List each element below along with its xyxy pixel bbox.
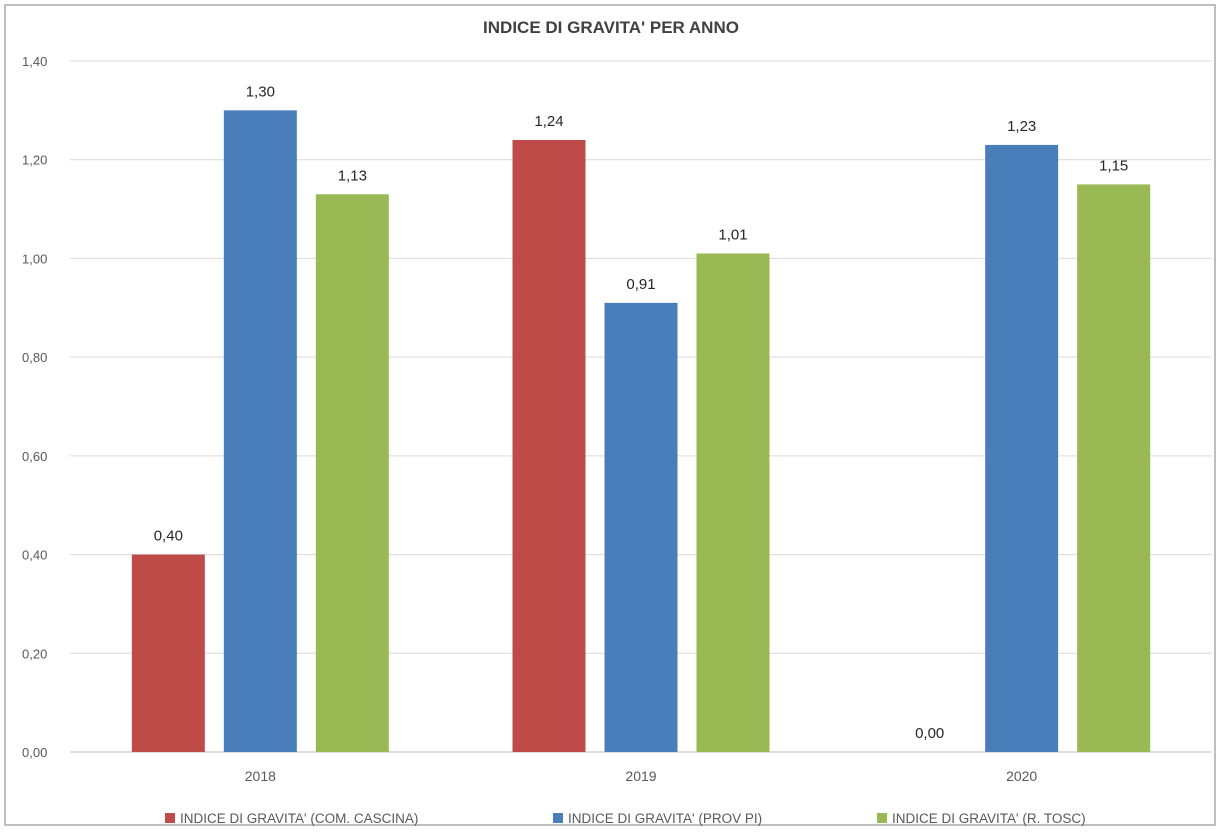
y-tick-label: 0,00 xyxy=(22,745,47,760)
bar xyxy=(604,302,678,752)
data-label: 1,23 xyxy=(1007,118,1036,135)
y-tick-label: 1,20 xyxy=(22,153,47,168)
legend-label: INDICE DI GRAVITA' (PROV PI) xyxy=(568,811,762,826)
data-label: 0,40 xyxy=(154,528,183,545)
y-axis-ticks: 0,00 0,20 0,40 0,60 0,80 1,00 1,20 1,40 xyxy=(22,54,47,760)
data-label: 0,00 xyxy=(915,725,944,742)
x-tick-label: 2019 xyxy=(625,768,656,784)
bars xyxy=(131,110,1151,753)
data-label: 1,13 xyxy=(338,167,367,184)
bar xyxy=(223,110,297,753)
bar xyxy=(1077,184,1151,753)
y-tick-label: 0,40 xyxy=(22,548,47,563)
data-labels: 0,40 1,30 1,13 1,24 0,91 1,01 0,00 1,23 1,15 xyxy=(154,83,1129,742)
legend-label: INDICE DI GRAVITA' (R. TOSC) xyxy=(892,811,1086,826)
bar xyxy=(985,144,1059,752)
x-axis-ticks: 2018 2019 2020 xyxy=(245,768,1038,784)
legend-swatch xyxy=(553,813,563,823)
bar xyxy=(512,139,586,752)
legend-swatch xyxy=(165,813,175,823)
legend-swatch xyxy=(877,813,887,823)
y-tick-label: 0,60 xyxy=(22,449,47,464)
legend: INDICE DI GRAVITA' (COM. CASCINA) INDICE … xyxy=(165,811,1086,826)
bar xyxy=(131,554,205,752)
bar xyxy=(315,194,389,752)
data-label: 0,91 xyxy=(626,276,655,293)
bar xyxy=(696,253,770,752)
chart-title: INDICE DI GRAVITA' PER ANNO xyxy=(483,18,739,37)
x-tick-label: 2020 xyxy=(1006,768,1037,784)
data-label: 1,30 xyxy=(246,83,275,100)
y-tick-label: 0,20 xyxy=(22,646,47,661)
legend-label: INDICE DI GRAVITA' (COM. CASCINA) xyxy=(180,811,418,826)
y-tick-label: 1,00 xyxy=(22,251,47,266)
y-tick-label: 0,80 xyxy=(22,350,47,365)
data-label: 1,24 xyxy=(534,113,563,130)
y-tick-label: 1,40 xyxy=(22,54,47,69)
data-label: 1,15 xyxy=(1099,157,1128,174)
x-tick-label: 2018 xyxy=(245,768,276,784)
data-label: 1,01 xyxy=(718,226,747,243)
